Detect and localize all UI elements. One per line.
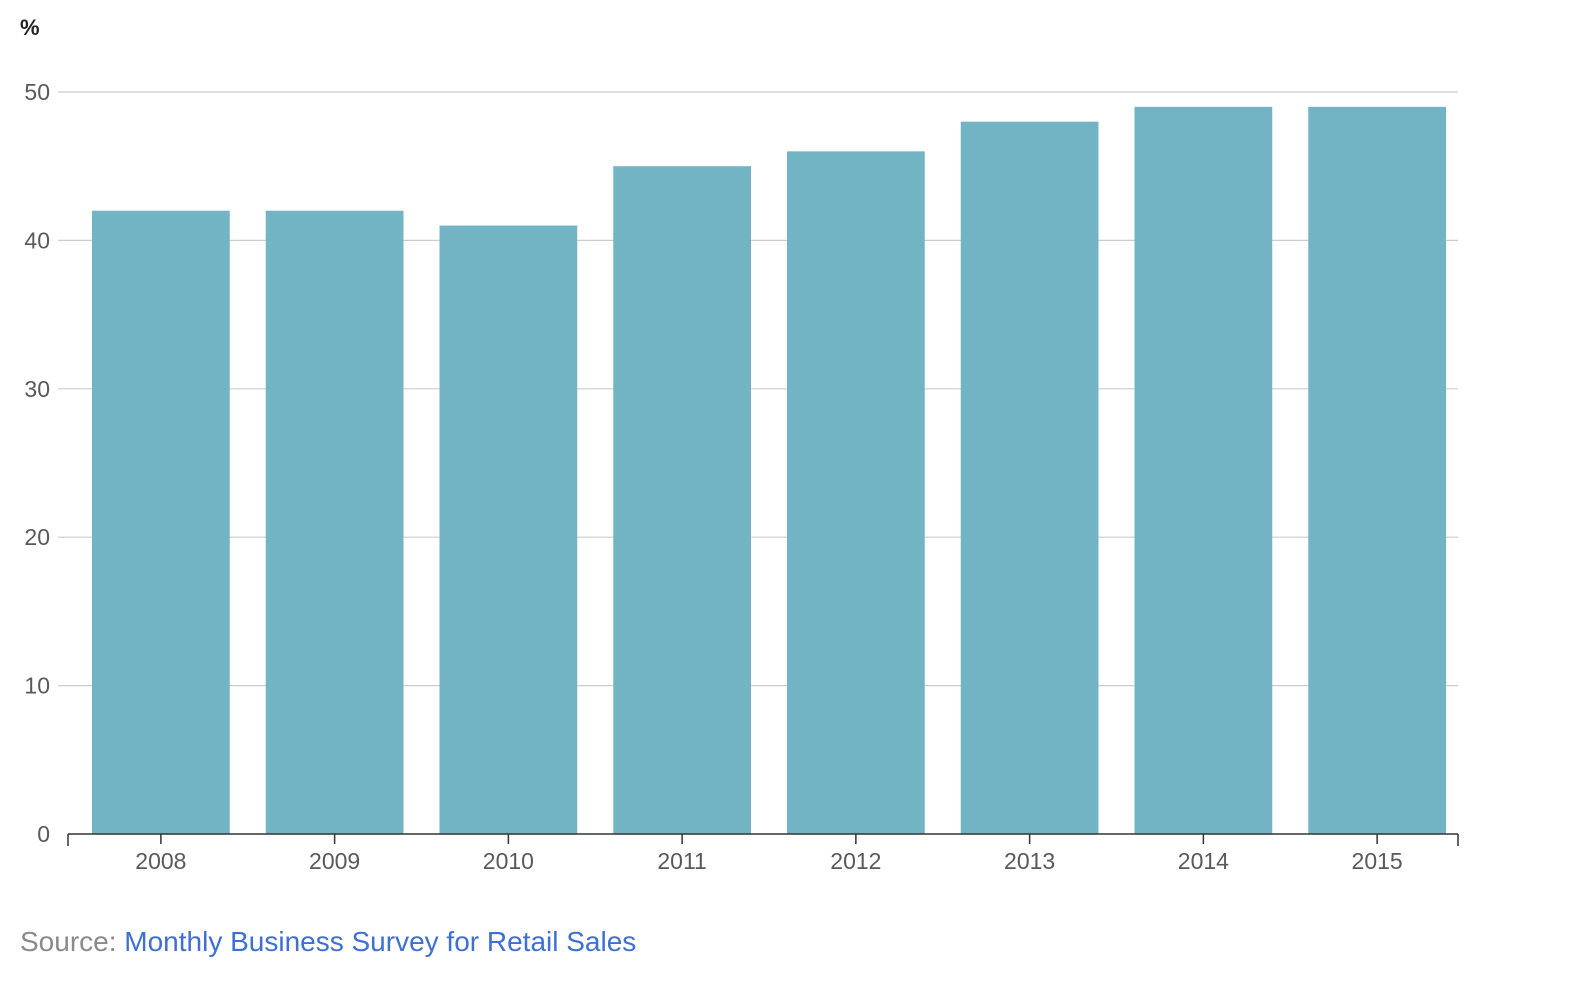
x-tick-label-2015: 2015	[1352, 848, 1403, 874]
y-tick-label-20: 20	[24, 524, 50, 550]
x-tick-label-2011: 2011	[657, 848, 706, 874]
source-link[interactable]: Monthly Business Survey for Retail Sales	[124, 926, 637, 957]
source-prefix: Source:	[20, 926, 125, 957]
y-tick-label-30: 30	[24, 376, 50, 402]
x-tick-label-2008: 2008	[135, 848, 186, 874]
chart-svg: 0 10 20 30 40 50 2008 2009 2010 2011 2012 2013 2014 2…	[20, 15, 1459, 874]
y-tick-label-40: 40	[24, 227, 50, 253]
bar-2008	[92, 210, 230, 835]
y-tick-label-50: 50	[24, 79, 50, 105]
x-tick-label-2012: 2012	[830, 848, 881, 874]
y-tick-label-0: 0	[37, 821, 50, 847]
x-tick-label-2013: 2013	[1004, 848, 1055, 874]
bar-chart: 0 10 20 30 40 50 2008 2009 2010 2011 2012 2013 2014 2…	[20, 15, 1459, 874]
bar-2015	[1308, 106, 1446, 835]
x-tick-label-2010: 2010	[483, 848, 534, 874]
bar-2014	[1134, 106, 1273, 835]
x-tick-label-2014: 2014	[1178, 848, 1229, 874]
bar-2010	[439, 225, 578, 834]
y-tick-label-10: 10	[24, 673, 50, 699]
source-note: Source: Monthly Business Survey for Reta…	[20, 926, 636, 958]
bar-2013	[960, 121, 1099, 835]
x-tick-label-2009: 2009	[309, 848, 360, 874]
bar-2009	[265, 210, 404, 835]
bar-2011	[613, 166, 751, 834]
y-axis-unit-label: %	[20, 15, 40, 40]
bar-2012	[787, 151, 925, 835]
